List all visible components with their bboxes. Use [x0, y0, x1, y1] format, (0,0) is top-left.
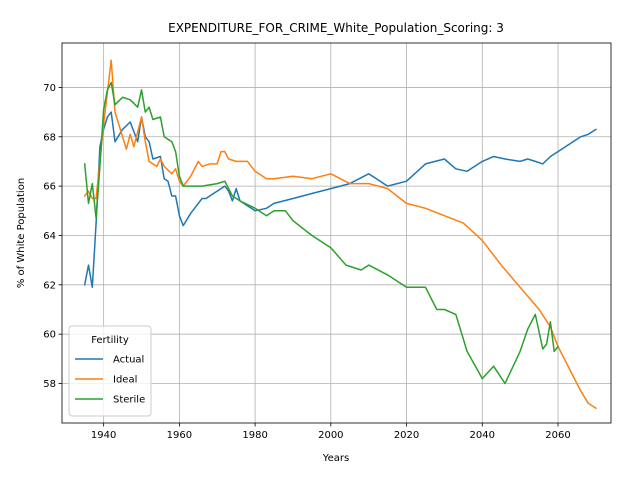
y-axis-label: % of White Population — [16, 178, 27, 288]
chart-title: EXPENDITURE_FOR_CRIME_White_Population_S… — [168, 21, 504, 35]
y-tick-label: 58 — [43, 379, 56, 390]
series-line-sterile — [83, 81, 560, 385]
y-tick-label: 68 — [43, 132, 56, 143]
x-tick-label: 1960 — [167, 430, 192, 441]
legend-label-sterile: Sterile — [113, 395, 145, 406]
y-tick-label: 66 — [43, 182, 56, 193]
x-tick-label: 2000 — [318, 430, 343, 441]
series-line-ideal — [83, 59, 597, 410]
series-line-actual — [83, 111, 597, 289]
y-tick-label: 64 — [43, 231, 56, 242]
y-tick-label: 60 — [43, 330, 56, 341]
x-tick-label: 2040 — [470, 430, 495, 441]
legend-entries: Actual Ideal Sterile — [75, 355, 145, 406]
x-axis-label: Years — [322, 453, 349, 464]
grid — [62, 43, 611, 423]
plot-frame — [61, 42, 612, 424]
x-tick-label: 1980 — [242, 430, 267, 441]
legend-box — [68, 325, 152, 417]
x-axis-ticks: 1940 1960 1980 2000 2020 2040 2060 — [91, 423, 571, 441]
legend-title: Fertility — [91, 335, 129, 346]
y-axis-ticks: 58 60 62 64 66 68 70 — [43, 83, 62, 390]
y-tick-label: 62 — [43, 280, 56, 291]
y-tick-label: 70 — [43, 83, 56, 94]
x-tick-label: 1940 — [91, 430, 116, 441]
x-tick-label: 2060 — [545, 430, 570, 441]
series-lines — [83, 59, 597, 410]
legend: Fertility Actual Ideal Sterile — [68, 325, 152, 417]
x-tick-label: 2020 — [394, 430, 419, 441]
legend-label-ideal: Ideal — [113, 375, 137, 386]
legend-label-actual: Actual — [113, 355, 144, 366]
